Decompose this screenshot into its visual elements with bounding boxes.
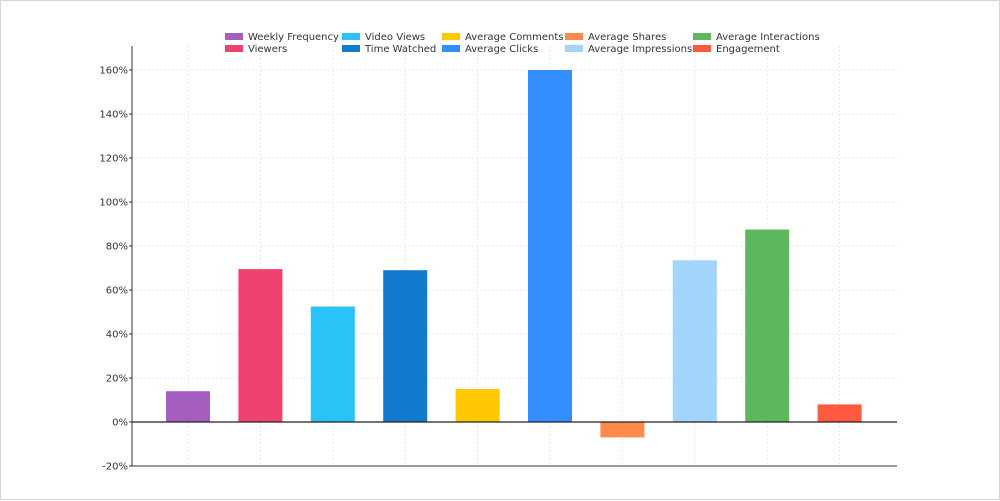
y-tick-label: 80% [106,242,128,253]
bar-average-impressions [672,260,717,422]
y-tick-label: 0% [112,418,128,429]
legend-label: Average Interactions [716,32,820,43]
legend-item: Time Watched [342,44,436,55]
legend-label: Average Comments [465,32,563,43]
legend-item: Weekly Frequency [225,32,339,43]
y-tick-label: 60% [106,286,128,297]
y-tick-labels: -20% 0% 20% 40% 60% 80% 100% 120% 140% 160% [99,66,128,473]
legend-item: Video Views [342,32,425,43]
bars [166,70,862,438]
bar-average-shares [600,422,645,438]
bar-average-clicks [528,70,572,422]
bar-average-comments [455,389,500,422]
legend-item: Average Shares [565,32,666,43]
legend-swatch [342,33,360,40]
legend-swatch [565,45,583,52]
legend-label: Average Shares [588,32,666,43]
y-tick-label: -20% [102,462,128,473]
legend-item: Average Impressions [565,44,692,55]
legend-swatch [442,45,460,52]
legend-item: Engagement [693,44,780,55]
legend-label: Viewers [248,44,287,55]
legend-item: Average Comments [442,32,563,43]
bar-time-watched [383,270,428,422]
legend-swatch [225,33,243,40]
legend-label: Engagement [716,44,780,55]
y-tick-label: 40% [106,330,128,341]
legend-swatch [693,45,711,52]
legend-swatch [442,33,460,40]
legend-label: Average Impressions [588,44,692,55]
legend-item: Viewers [225,44,287,55]
legend-label: Average Clicks [465,44,538,55]
y-tick-label: 100% [99,198,128,209]
legend-swatch [342,45,360,52]
y-tick-label: 120% [99,154,128,165]
y-tick-label: 140% [99,110,128,121]
legend-swatch [225,45,243,52]
y-tick-label: 160% [99,66,128,77]
bar-engagement [817,404,862,422]
legend-item: Average Clicks [442,44,538,55]
legend-label: Video Views [365,32,425,43]
legend-label: Weekly Frequency [248,32,339,43]
bar-weekly-frequency [166,391,210,422]
legend-swatch [693,33,711,40]
y-tick-label: 20% [106,374,128,385]
bar-viewers [238,269,283,422]
axes [129,46,897,467]
legend-item: Average Interactions [693,32,820,43]
legend-label: Time Watched [364,44,436,55]
bar-video-views [310,306,355,422]
legend-swatch [565,33,583,40]
bar-average-interactions [745,229,790,422]
